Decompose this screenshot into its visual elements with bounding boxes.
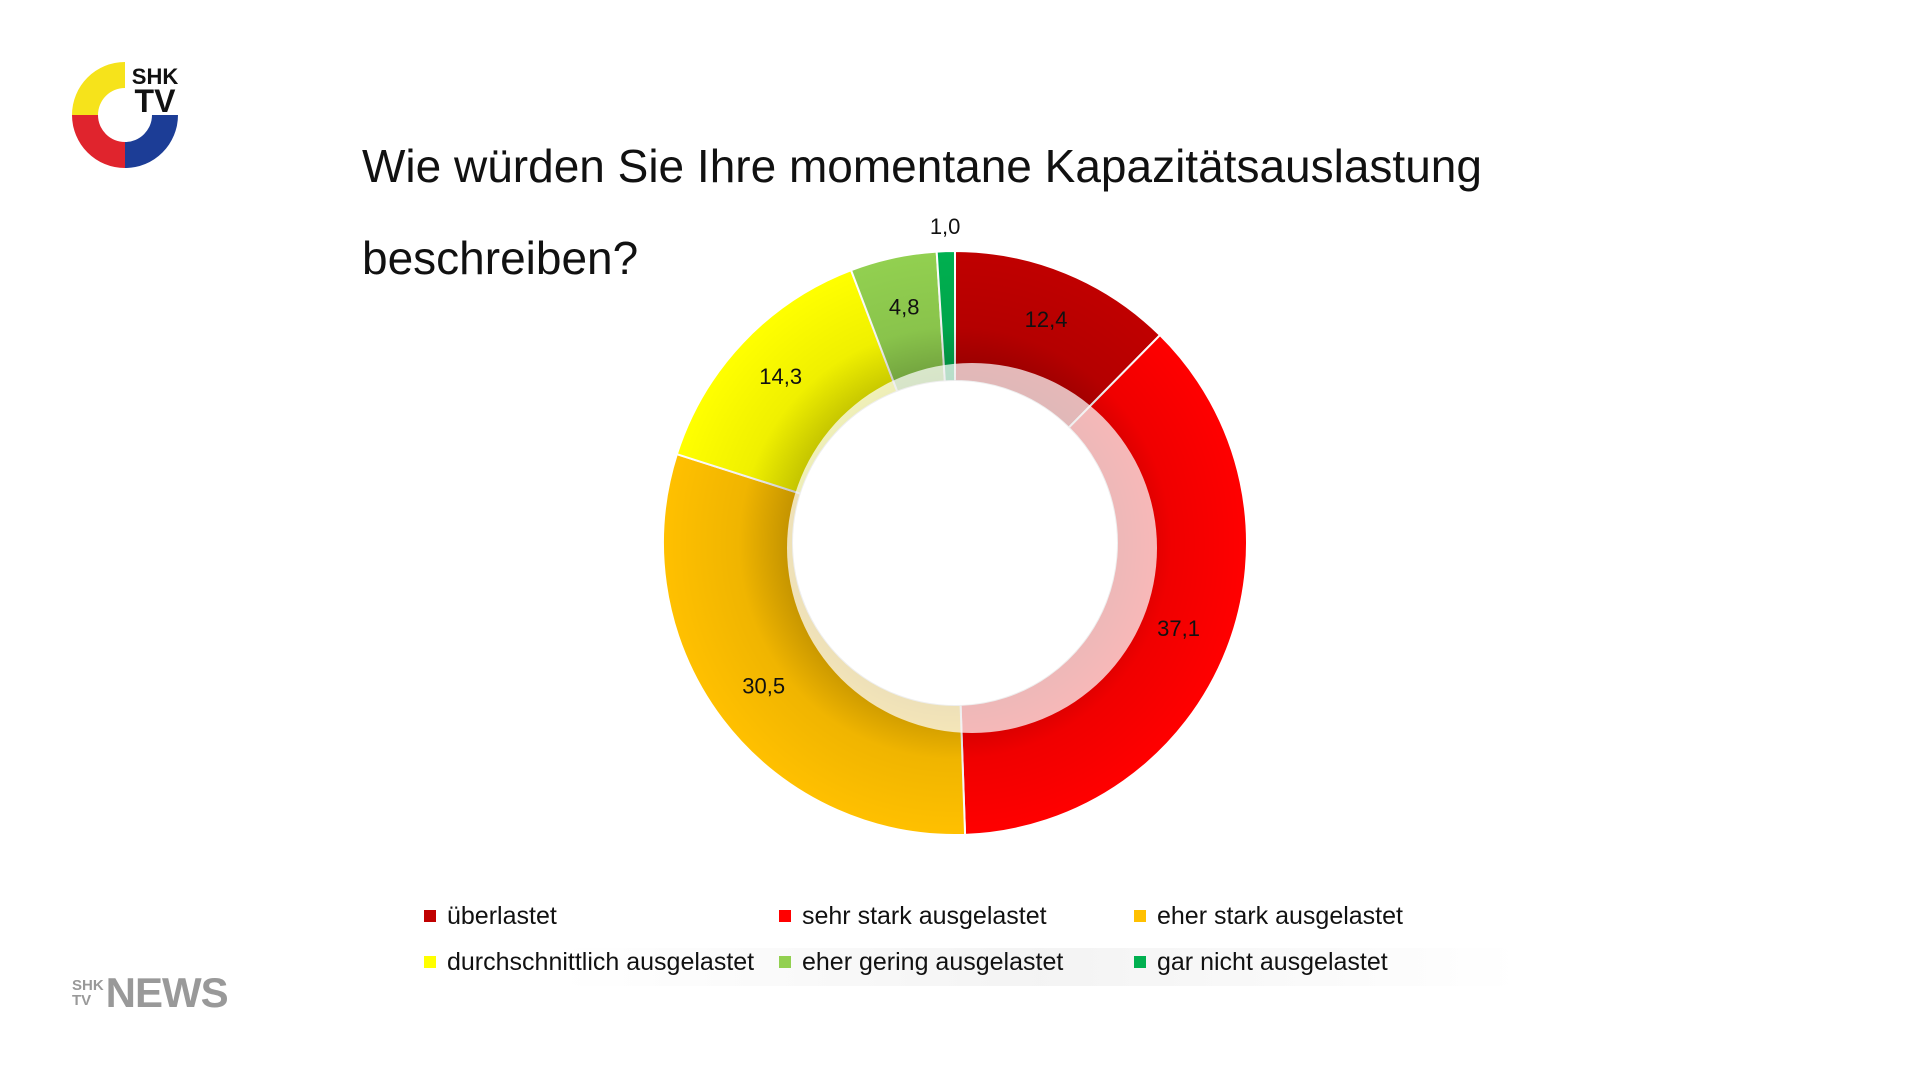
data-label: 1,0 <box>930 214 961 239</box>
chart-title-line-2: beschreiben? <box>362 232 639 284</box>
legend-swatch <box>779 910 791 922</box>
play-icon[interactable] <box>892 436 1112 662</box>
chart-title-line-1: Wie würden Sie Ihre momentane Kapazitäts… <box>362 140 1482 192</box>
legend-shadow <box>560 948 1520 986</box>
data-label: 4,8 <box>889 294 920 319</box>
legend-item: überlastet <box>424 898 779 934</box>
legend-label: überlastet <box>447 901 557 930</box>
shk-tv-logo: SHK TV <box>72 62 179 168</box>
legend-label: sehr stark ausgelastet <box>802 901 1047 930</box>
legend-item: sehr stark ausgelastet <box>779 898 1134 934</box>
logo-yellow-arc <box>72 62 125 115</box>
news-logo-mini-text: SHK TV <box>72 978 104 1008</box>
chart-title: Wie würden Sie Ihre momentane Kapazitäts… <box>362 120 1562 304</box>
data-label: 37,1 <box>1157 616 1200 641</box>
news-logo-word: NEWS <box>105 969 229 1016</box>
shk-tv-news-logo: SHK TV NEWS <box>72 969 229 1016</box>
data-labels: 12,4 37,1 30,5 14,3 4,8 1,0 <box>742 214 1200 699</box>
legend-label: eher stark ausgelastet <box>1157 901 1403 930</box>
news-logo-tv: TV <box>72 992 92 1009</box>
video-play-overlay[interactable] <box>787 363 1157 733</box>
legend-swatch <box>1134 956 1146 968</box>
legend-item: gar nicht ausgelastet <box>1134 944 1504 980</box>
legend-swatch <box>779 956 791 968</box>
legend-swatch <box>1134 910 1146 922</box>
legend-item: eher stark ausgelastet <box>1134 898 1504 934</box>
logo-text-shk: SHK <box>132 64 179 89</box>
legend-label: eher gering ausgelastet <box>802 947 1064 976</box>
legend-label: durchschnittlich ausgelastet <box>447 947 755 976</box>
logo-blue-arc <box>125 115 178 168</box>
legend-item: eher gering ausgelastet <box>779 944 1134 980</box>
data-label: 12,4 <box>1025 307 1068 332</box>
logo-text-tv: TV <box>135 83 177 119</box>
data-label: 14,3 <box>759 364 802 389</box>
chart-legend: überlastet sehr stark ausgelastet eher sta… <box>424 898 1504 980</box>
news-logo-shk: SHK <box>72 977 104 994</box>
data-label: 30,5 <box>742 674 785 699</box>
logo-red-arc <box>72 115 125 168</box>
legend-item: durchschnittlich ausgelastet <box>424 944 779 980</box>
legend-swatch <box>424 910 436 922</box>
legend-label: gar nicht ausgelastet <box>1157 947 1388 976</box>
legend-swatch <box>424 956 436 968</box>
